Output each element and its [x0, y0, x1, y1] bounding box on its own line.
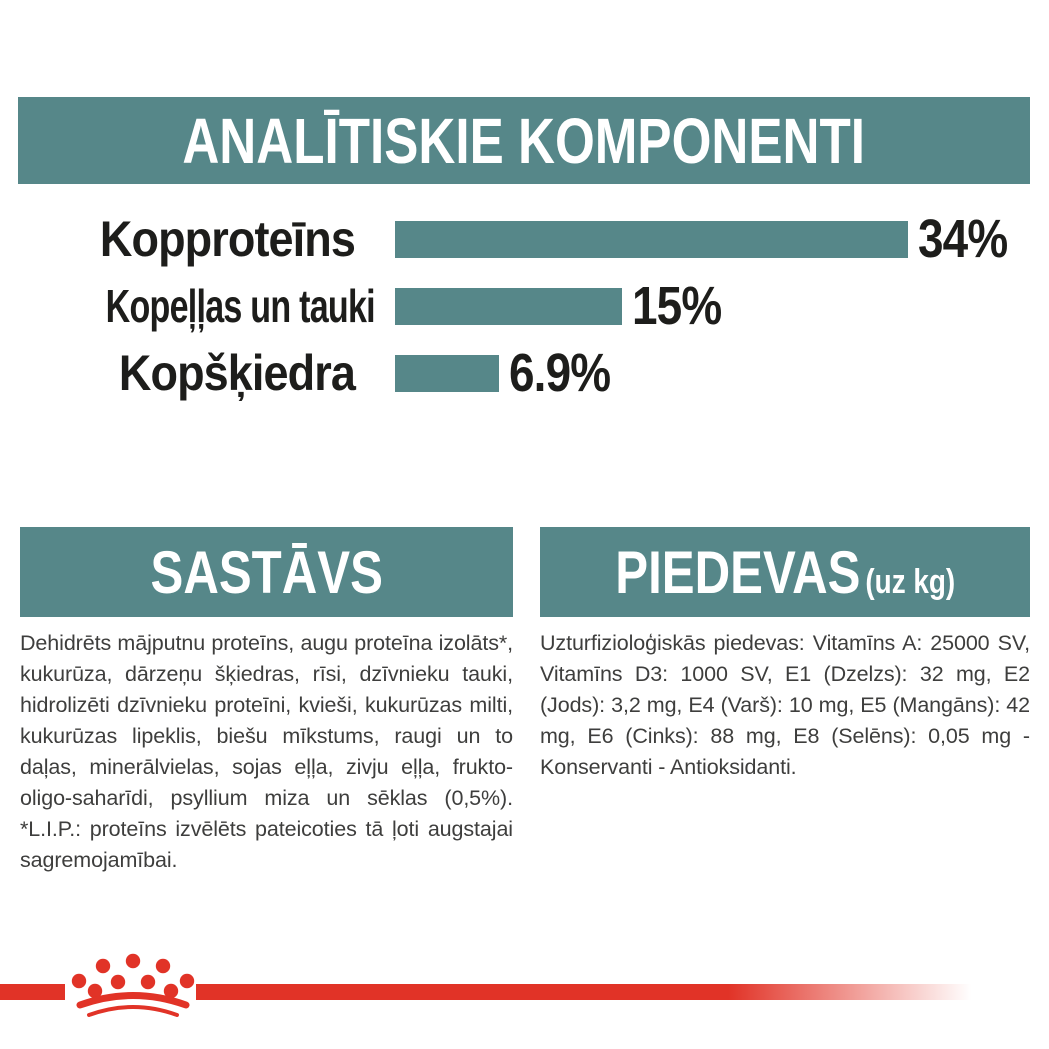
chart-category-label: Kopproteīns	[99, 211, 356, 267]
additives-header: PIEDEVAS (uz kg)	[540, 527, 1030, 617]
analytic-components-chart: Kopproteīns 34% Kopeļļas un tauki 15% Ko…	[18, 209, 1030, 422]
chart-row-protein: Kopproteīns 34%	[18, 209, 1030, 269]
brand-divider-line-left	[0, 984, 65, 1000]
chart-bar	[395, 221, 908, 258]
analytic-components-title: ANALĪTISKIE KOMPONENTI	[182, 104, 866, 177]
royal-canin-crown-icon	[71, 953, 195, 1017]
additives-body: Uzturfizioloģiskās piedevas: Vitamīns A:…	[540, 631, 1030, 779]
chart-category-label: Kopšķiedra	[118, 345, 356, 401]
brand-divider-line-right	[196, 984, 979, 1000]
chart-category-label: Kopeļļas un tauki	[105, 280, 376, 332]
additives-section: PIEDEVAS (uz kg) Uzturfizioloģiskās piede…	[540, 527, 1030, 783]
composition-body: Dehidrēts mājputnu proteīns, augu proteī…	[20, 631, 513, 872]
chart-bar	[395, 355, 499, 392]
chart-value-label: 34%	[918, 209, 1008, 269]
chart-value-label: 15%	[632, 276, 722, 336]
additives-title-main: PIEDEVAS	[615, 538, 861, 606]
analytic-components-header: ANALĪTISKIE KOMPONENTI	[18, 97, 1030, 184]
chart-value-label: 6.9%	[509, 343, 611, 403]
chart-bar	[395, 288, 622, 325]
chart-row-fibre: Kopšķiedra 6.9%	[18, 343, 1030, 403]
composition-title: SASTĀVS	[150, 538, 383, 606]
chart-row-fat: Kopeļļas un tauki 15%	[18, 276, 1030, 336]
composition-section: SASTĀVS Dehidrēts mājputnu proteīns, aug…	[20, 527, 513, 876]
additives-title-suffix: (uz kg)	[865, 562, 955, 601]
composition-header: SASTĀVS	[20, 527, 513, 617]
additives-title: PIEDEVAS (uz kg)	[615, 538, 955, 607]
